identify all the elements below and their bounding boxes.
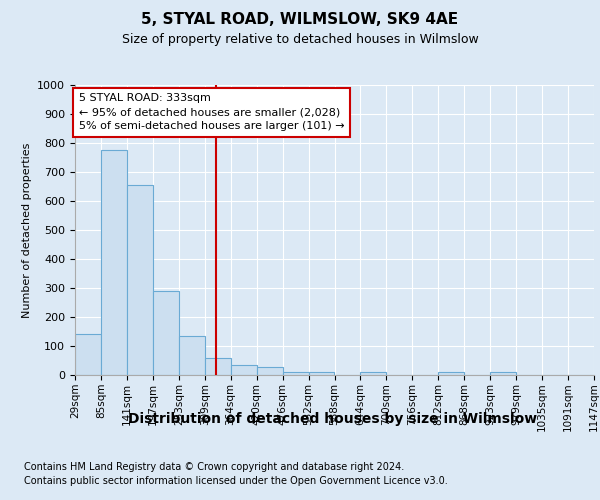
Bar xyxy=(101,150,127,375)
Bar xyxy=(230,366,257,375)
Bar xyxy=(490,372,516,375)
Bar xyxy=(205,358,231,375)
Text: Contains public sector information licensed under the Open Government Licence v3: Contains public sector information licen… xyxy=(24,476,448,486)
Text: Distribution of detached houses by size in Wilmslow: Distribution of detached houses by size … xyxy=(128,412,538,426)
Bar xyxy=(75,334,101,375)
Text: 5 STYAL ROAD: 333sqm
← 95% of detached houses are smaller (2,028)
5% of semi-det: 5 STYAL ROAD: 333sqm ← 95% of detached h… xyxy=(79,93,344,131)
Bar xyxy=(257,367,283,375)
Text: 5, STYAL ROAD, WILMSLOW, SK9 4AE: 5, STYAL ROAD, WILMSLOW, SK9 4AE xyxy=(142,12,458,28)
Y-axis label: Number of detached properties: Number of detached properties xyxy=(22,142,32,318)
Bar xyxy=(179,336,205,375)
Bar xyxy=(127,185,153,375)
Bar xyxy=(361,372,386,375)
Text: Contains HM Land Registry data © Crown copyright and database right 2024.: Contains HM Land Registry data © Crown c… xyxy=(24,462,404,472)
Bar xyxy=(283,372,308,375)
Bar xyxy=(439,372,464,375)
Bar xyxy=(153,291,179,375)
Text: Size of property relative to detached houses in Wilmslow: Size of property relative to detached ho… xyxy=(122,32,478,46)
Bar xyxy=(308,372,335,375)
